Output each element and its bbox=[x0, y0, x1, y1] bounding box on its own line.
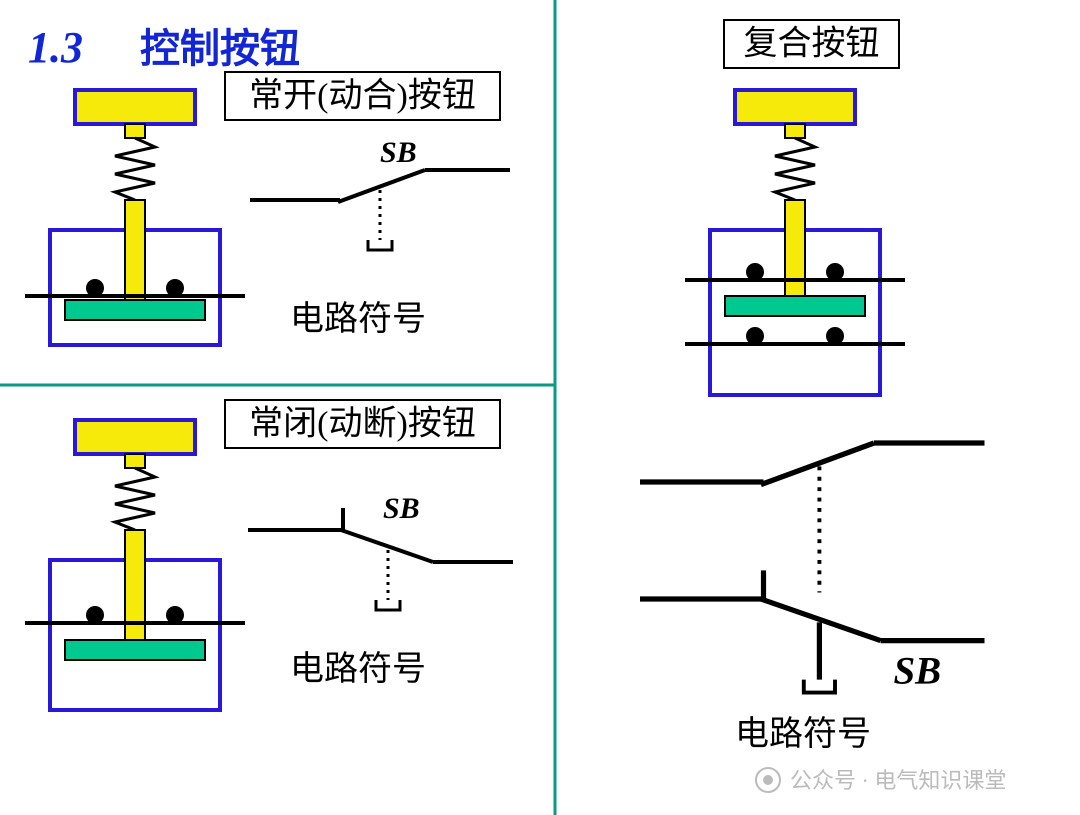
contact-dot bbox=[86, 279, 104, 297]
actuator-bar bbox=[65, 640, 205, 660]
button-stem-top bbox=[785, 124, 805, 138]
watermark: 公众号 · 电气知识课堂 bbox=[756, 768, 1006, 793]
actuator-bar bbox=[65, 300, 205, 320]
button-cap bbox=[735, 90, 855, 124]
diagram-canvas: 1.3控制按钮常开(动合)按钮SB电路符号常闭(动断)按钮SB电路符号复合按钮S… bbox=[0, 0, 1080, 815]
symbol-caption: 电路符号 bbox=[290, 650, 426, 688]
label-text: 常闭(动断)按钮 bbox=[249, 405, 476, 443]
actuator-bar bbox=[725, 296, 865, 316]
button-stem-top bbox=[125, 124, 145, 138]
symbol-caption: 电路符号 bbox=[735, 715, 871, 753]
symbol-label-sb: SB bbox=[383, 492, 420, 525]
label-text: 复合按钮 bbox=[744, 25, 880, 63]
watermark-icon bbox=[763, 775, 773, 785]
button-cap bbox=[75, 90, 195, 124]
symbol-caption: 电路符号 bbox=[290, 300, 426, 338]
symbol-label-sb: SB bbox=[380, 136, 417, 169]
heading-number: 1.3 bbox=[28, 23, 83, 72]
contact-dot bbox=[86, 606, 104, 624]
contact-dot bbox=[746, 327, 764, 345]
symbol-label-sb: SB bbox=[894, 650, 942, 693]
contact-dot bbox=[826, 263, 844, 281]
heading-text: 控制按钮 bbox=[140, 26, 300, 71]
button-stem bbox=[125, 200, 145, 300]
button-stem-top bbox=[125, 454, 145, 468]
watermark-text: 公众号 · 电气知识课堂 bbox=[790, 768, 1006, 793]
contact-dot bbox=[826, 327, 844, 345]
label-text: 常开(动合)按钮 bbox=[249, 77, 476, 115]
contact-dot bbox=[166, 606, 184, 624]
button-cap bbox=[75, 420, 195, 454]
contact-dot bbox=[746, 263, 764, 281]
contact-dot bbox=[166, 279, 184, 297]
